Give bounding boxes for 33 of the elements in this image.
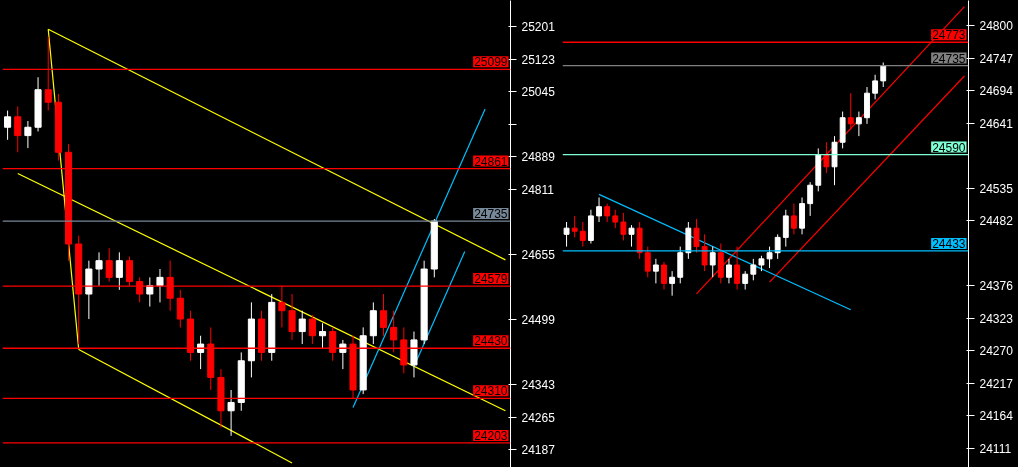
y-tick-label: 25123 [521,52,556,67]
ref-line-label: 24773 [932,28,966,43]
y-tick-label: 24811 [521,182,555,197]
y-tick-label: 24641 [979,116,1014,131]
y-tick-label: 25201 [521,20,556,35]
ref-line-label: 24203 [474,428,508,443]
y-tick-label: 24164 [979,409,1014,424]
y-tick-label: 24343 [521,378,556,393]
y-tick-label: 24217 [979,376,1014,391]
y-tick-label: 24499 [521,312,556,327]
ref-line-label: 24430 [474,334,508,349]
y-tick-label: 24535 [979,181,1014,196]
ref-line-label: 25099 [474,55,508,70]
ref-line-label: 24433 [932,236,966,251]
ref-line-label: 24579 [474,272,508,287]
y-tick-label: 24270 [979,344,1014,359]
y-tick-label: 24747 [979,51,1014,66]
y-tick-label: 24323 [979,311,1014,326]
y-tick-label: 24376 [979,279,1014,294]
y-tick-label: 24800 [979,19,1014,34]
ref-line-label: 24861 [474,154,508,169]
y-tick-label: 24482 [979,214,1014,229]
ref-line-label: 24735 [932,51,966,66]
y-tick-label: 24111 [979,441,1012,456]
y-tick-label: 24265 [521,410,556,425]
y-tick-label: 24694 [979,84,1014,99]
y-tick-label: 24187 [521,443,556,458]
y-tick-label: 24889 [521,150,556,165]
ref-line-label: 24310 [474,384,508,399]
ref-line-label: 24590 [932,140,966,155]
y-tick-label: 24655 [521,247,556,262]
ref-line-label: 24735 [474,207,508,222]
y-tick-label: 25045 [521,85,556,100]
